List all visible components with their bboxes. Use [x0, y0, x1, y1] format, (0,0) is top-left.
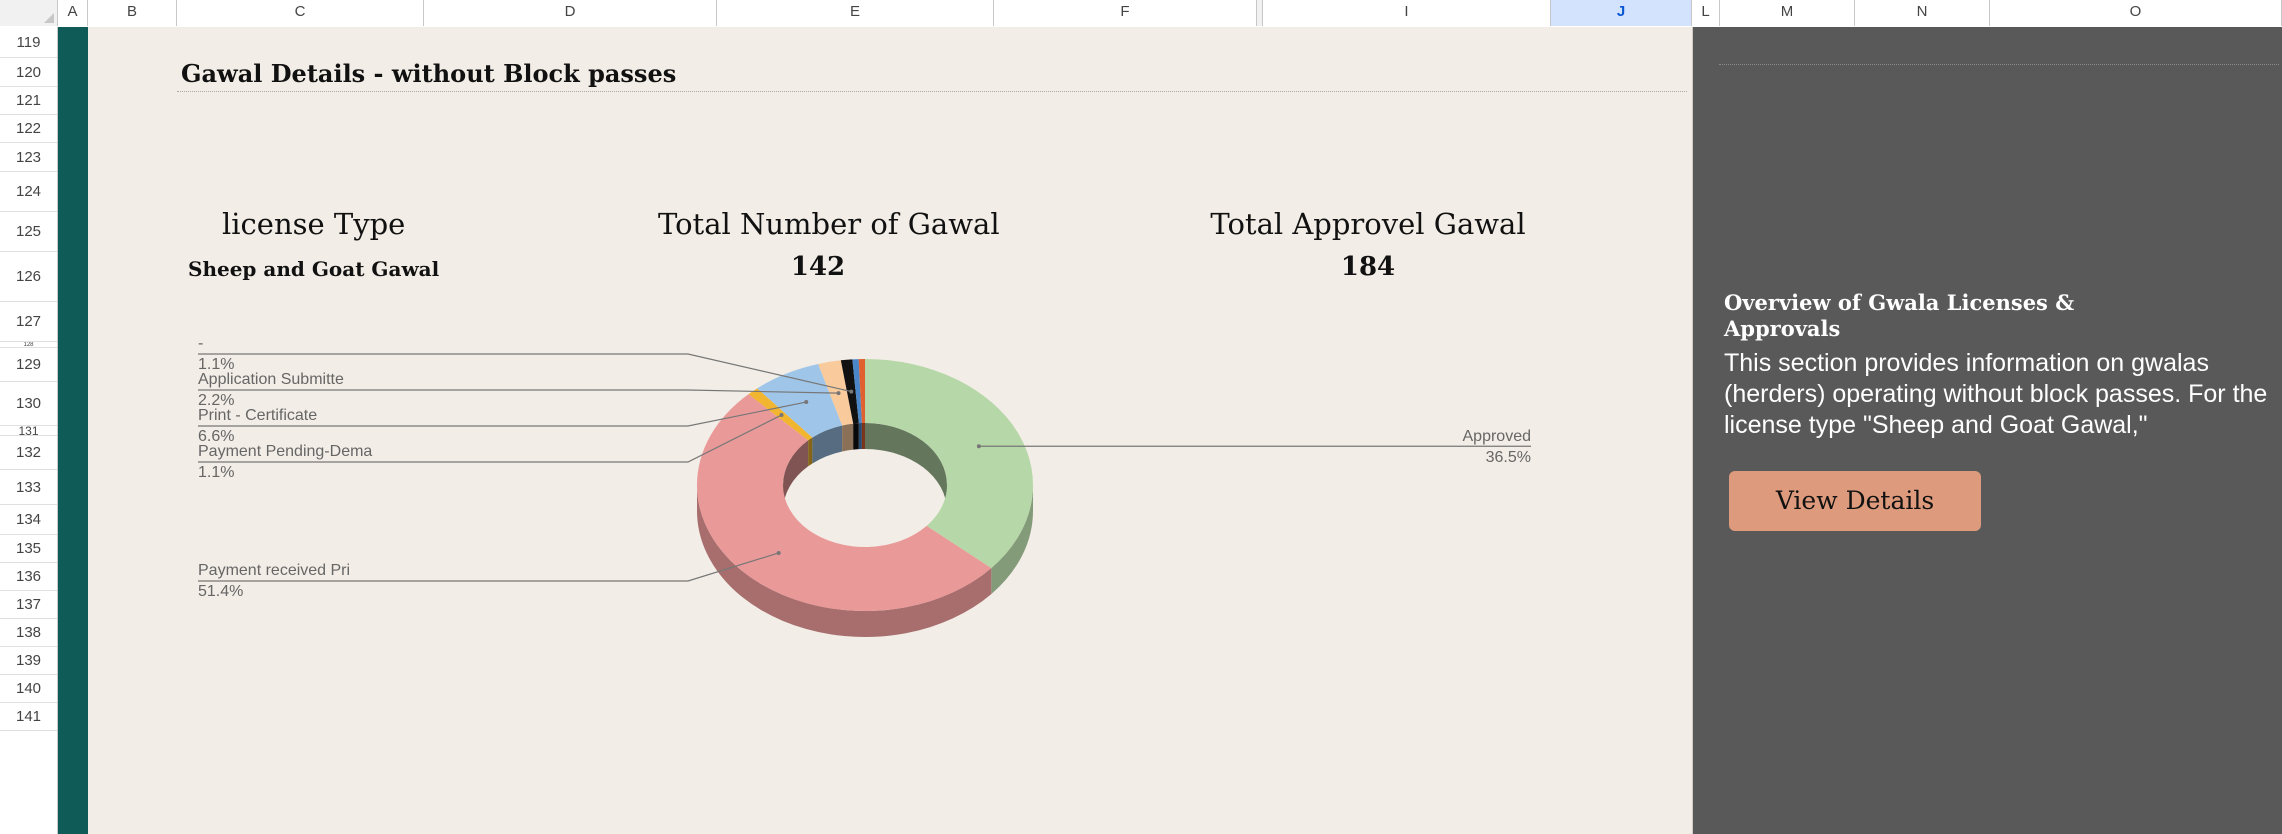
row-header[interactable]: 127 [0, 302, 57, 342]
row-header[interactable]: 126 [0, 252, 57, 302]
overview-divider [1719, 64, 2279, 65]
status-donut-chart[interactable]: Approved 36.5% Payment received Pri 51.4% Pa… [88, 27, 1692, 834]
slice-percent: 2.2% [198, 392, 234, 409]
column-header-b[interactable]: B [88, 0, 177, 26]
row-header[interactable]: 137 [0, 591, 57, 619]
total-gawal-value: 142 [790, 252, 846, 282]
overview-panel [1693, 27, 2282, 834]
overview-description: This section provides information on gwa… [1724, 349, 2268, 439]
approved-gawal-label: Total Approvel Gawal [1210, 207, 1526, 241]
leader-line [198, 353, 852, 393]
slice-label: Payment received Pri [198, 562, 350, 579]
donut-slice [697, 394, 992, 611]
column-header-c[interactable]: C [177, 0, 424, 26]
panel-divider [1692, 27, 1693, 834]
total-gawal-label: Total Number of Gawal [658, 207, 1000, 241]
donut-hole-wall [861, 423, 865, 450]
row-header[interactable]: 122 [0, 115, 57, 143]
row-header[interactable]: 124 [0, 172, 57, 212]
slice-label: - [198, 335, 203, 352]
donut-side-wall [991, 485, 1033, 595]
row-header[interactable]: 131 [0, 426, 57, 436]
slice-label: Approved [1463, 428, 1532, 445]
slice-label: Application Submitte [198, 371, 344, 388]
leader-dot [836, 391, 841, 396]
donut-slice [852, 359, 862, 424]
dashboard-title: Gawal Details - without Block passes [181, 59, 677, 88]
row-header[interactable]: 140 [0, 675, 57, 703]
column-header-n[interactable]: N [1855, 0, 1990, 26]
column-header-i[interactable]: I [1263, 0, 1551, 26]
teal-band [58, 27, 88, 834]
column-header-j[interactable]: J [1551, 0, 1692, 26]
slice-percent: 51.4% [198, 583, 243, 600]
column-header-e[interactable]: E [717, 0, 994, 26]
leader-dot [849, 389, 854, 394]
donut-side-wall [697, 485, 992, 637]
slice-percent: 1.1% [198, 464, 234, 481]
slice-percent: 1.1% [198, 356, 234, 373]
column-header-o[interactable]: O [1990, 0, 2282, 26]
row-header[interactable]: 123 [0, 143, 57, 172]
donut-hole-wall [808, 437, 813, 467]
slice-percent: 36.5% [1486, 449, 1531, 466]
row-header-bar: 119 120 121 122 123 124 125 126 127 128 … [0, 27, 58, 834]
slice-label: Payment Pending-Dema [198, 443, 372, 460]
title-divider [177, 91, 1687, 92]
column-header-d[interactable]: D [424, 0, 717, 26]
row-header[interactable]: 135 [0, 535, 57, 563]
donut-slice [865, 359, 1033, 569]
row-header[interactable]: 128 [0, 342, 57, 348]
donut-hole-wall [853, 423, 859, 450]
leader-line [198, 389, 839, 394]
column-header-f[interactable]: F [994, 0, 1257, 26]
license-type-value: Sheep and Goat Gawal [188, 257, 440, 281]
row-header[interactable]: 119 [0, 27, 57, 58]
row-header[interactable]: 133 [0, 470, 57, 505]
leader-line [198, 414, 782, 463]
row-header[interactable]: 121 [0, 87, 57, 115]
donut-slice [757, 363, 843, 438]
donut-hole-wall [783, 440, 809, 511]
select-all-corner[interactable] [0, 0, 58, 26]
row-header[interactable]: 132 [0, 436, 57, 470]
row-header[interactable]: 141 [0, 703, 57, 731]
row-header[interactable]: 138 [0, 619, 57, 647]
leader-dot [976, 444, 981, 449]
view-details-button[interactable]: View Details [1729, 471, 1981, 531]
row-header[interactable]: 129 [0, 348, 57, 382]
leader-dot [779, 413, 784, 418]
row-header[interactable]: 134 [0, 505, 57, 535]
leader-line [198, 401, 807, 427]
overview-title: Overview of Gwala Licenses & Approvals [1724, 290, 2075, 341]
leader-dot [776, 550, 781, 555]
donut-hole-wall [858, 423, 862, 450]
dashboard-area[interactable]: Gawal Details - without Block passes lic… [88, 27, 1692, 834]
donut-hole-wall [865, 423, 947, 511]
approved-gawal-value: 184 [1340, 252, 1396, 282]
row-header[interactable]: 125 [0, 212, 57, 252]
column-header-bar: A B C D E F I J L M N O [0, 0, 2282, 28]
row-header[interactable]: 139 [0, 647, 57, 675]
leader-dot [804, 400, 809, 405]
slice-label: Print - Certificate [198, 407, 317, 424]
column-header-m[interactable]: M [1720, 0, 1855, 26]
donut-hole-wall [842, 423, 854, 452]
row-header[interactable]: 120 [0, 58, 57, 87]
leader-line [198, 552, 779, 582]
donut-hole-wall [812, 425, 843, 464]
column-header-a[interactable]: A [58, 0, 88, 26]
column-header-l[interactable]: L [1692, 0, 1720, 26]
row-header[interactable]: 136 [0, 563, 57, 591]
row-header[interactable]: 130 [0, 382, 57, 426]
hidden-columns-marker[interactable] [1257, 0, 1263, 26]
donut-slice [858, 359, 865, 424]
slice-percent: 6.6% [198, 428, 234, 445]
